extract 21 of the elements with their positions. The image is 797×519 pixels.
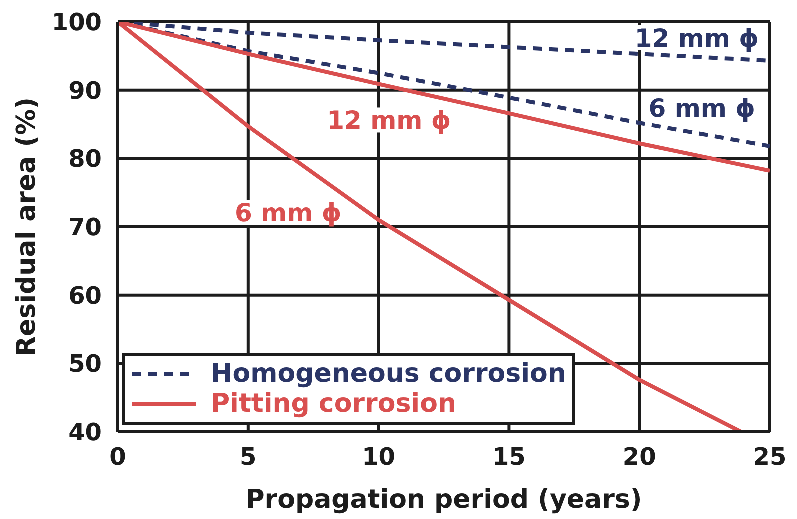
annotation: 12 mm ϕ	[634, 23, 760, 52]
annotation: 6 mm ϕ	[648, 94, 756, 123]
legend-label: Homogeneous corrosion	[211, 359, 566, 389]
legend-label: Pitting corrosion	[211, 389, 456, 419]
y-tick-label: 100	[52, 8, 102, 37]
y-tick-label: 50	[68, 350, 102, 378]
annotation: 6 mm ϕ	[234, 198, 342, 228]
x-tick-label: 0	[110, 443, 126, 472]
y-tick-label: 80	[68, 145, 102, 174]
y-tick-label: 60	[68, 282, 102, 310]
annotation: 12 mm ϕ	[327, 106, 452, 135]
y-axis-title: Residual area (%)	[12, 97, 42, 357]
x-tick-label: 15	[492, 443, 526, 472]
x-tick-label: 20	[622, 443, 656, 472]
x-axis-title: Propagation period (years)	[246, 485, 642, 515]
y-tick-label: 70	[68, 214, 102, 242]
x-tick-label: 25	[753, 443, 787, 472]
y-tick-label: 90	[68, 76, 102, 105]
x-tick-label: 5	[240, 443, 257, 472]
y-tick-label: 40	[68, 418, 102, 447]
x-tick-label: 10	[362, 443, 396, 472]
